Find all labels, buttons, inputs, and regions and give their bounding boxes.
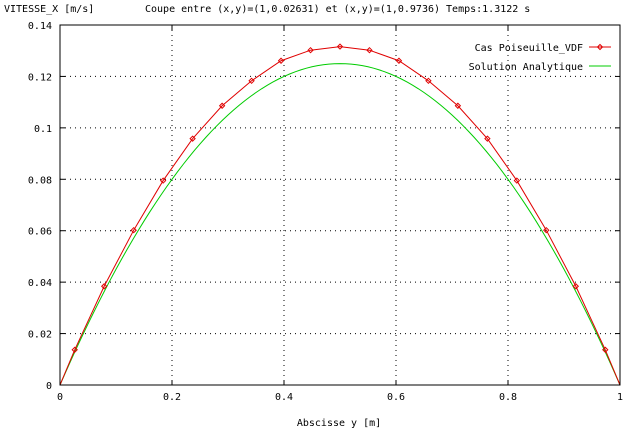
y-tick-label: 0.14 bbox=[28, 21, 52, 32]
data-point bbox=[543, 226, 550, 234]
axis-ticks: 0 0.2 0.4 0.6 0.8 1 0 0.02 0.04 0.06 0.08 0.1 0.12 0.… bbox=[28, 21, 623, 403]
data-point bbox=[366, 46, 373, 54]
data-point bbox=[395, 57, 403, 64]
chart-title: Coupe entre (x,y)=(1,0.02631) et (x,y)=(… bbox=[145, 4, 530, 15]
grid bbox=[60, 25, 620, 385]
y-tick-label: 0.02 bbox=[28, 330, 52, 341]
x-tick-label: 0 bbox=[57, 392, 63, 403]
data-point bbox=[100, 283, 108, 290]
x-tick-label: 1 bbox=[617, 392, 623, 403]
legend-label: Cas Poiseuille_VDF bbox=[475, 43, 583, 54]
legend-label: Solution Analytique bbox=[469, 62, 583, 73]
y-tick-label: 0.04 bbox=[28, 278, 52, 289]
y-axis-label: VITESSE_X [m/s] bbox=[4, 4, 94, 15]
data-point bbox=[130, 226, 137, 234]
y-tick-label: 0.12 bbox=[28, 72, 52, 83]
plot-frame bbox=[59, 24, 621, 386]
data-point bbox=[307, 46, 314, 54]
series-group bbox=[59, 43, 621, 386]
data-point bbox=[277, 57, 285, 64]
data-point bbox=[454, 102, 462, 109]
data-point bbox=[189, 135, 196, 142]
x-tick-label: 0.4 bbox=[275, 392, 293, 403]
y-tick-label: 0.06 bbox=[28, 227, 52, 238]
data-point bbox=[572, 283, 580, 290]
data-point bbox=[425, 77, 432, 85]
series-0 bbox=[59, 43, 621, 386]
data-point bbox=[159, 177, 167, 184]
x-tick-label: 0.2 bbox=[163, 392, 181, 403]
data-point bbox=[484, 135, 491, 142]
data-point bbox=[71, 346, 78, 353]
y-tick-label: 0.1 bbox=[34, 124, 52, 135]
series-line bbox=[59, 46, 621, 386]
data-point bbox=[513, 177, 521, 184]
legend-marker bbox=[596, 43, 604, 51]
data-point bbox=[218, 102, 226, 109]
series-line bbox=[59, 63, 621, 386]
x-tick-label: 0.6 bbox=[387, 392, 405, 403]
data-point bbox=[336, 43, 344, 50]
y-tick-label: 0 bbox=[46, 381, 52, 392]
series-1 bbox=[59, 63, 621, 386]
data-point bbox=[602, 346, 609, 353]
y-tick-label: 0.08 bbox=[28, 175, 52, 186]
x-axis-label: Abscisse y [m] bbox=[297, 418, 381, 429]
data-point bbox=[248, 77, 255, 85]
x-tick-label: 0.8 bbox=[499, 392, 517, 403]
legend: Cas Poiseuille_VDF Solution Analytique bbox=[469, 43, 611, 73]
